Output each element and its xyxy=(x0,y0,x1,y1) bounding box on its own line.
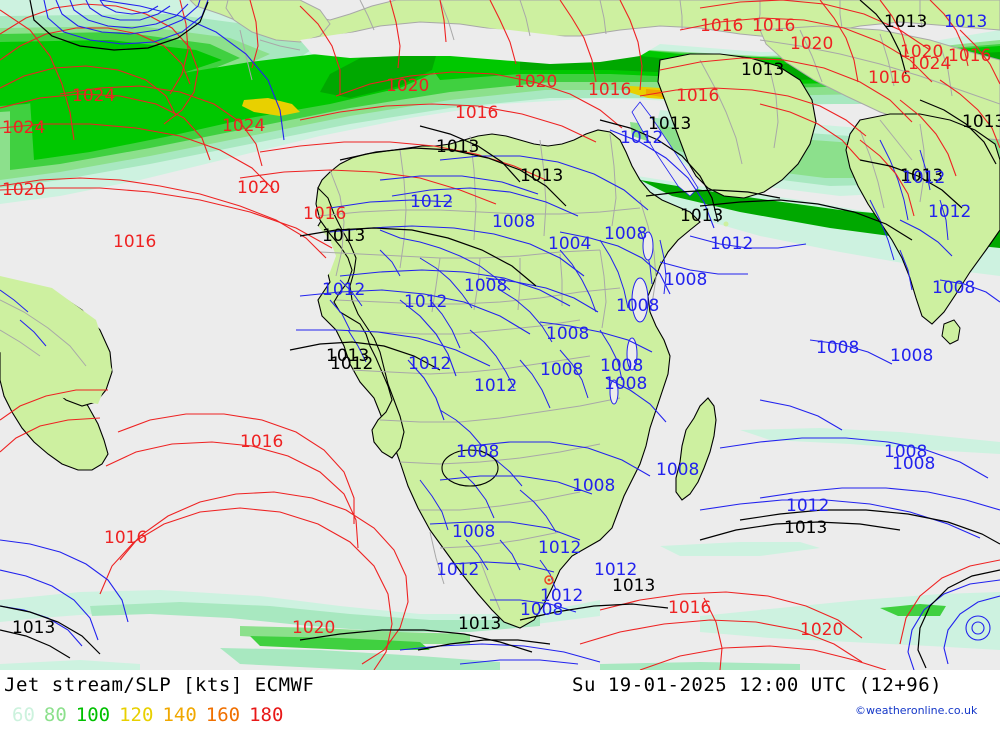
isobar-label: 1013 xyxy=(612,576,656,596)
isobar-label: 1013 xyxy=(784,518,828,538)
isobar-label: 1020 xyxy=(800,620,844,640)
isobar-label: 1016 xyxy=(303,204,347,224)
copyright-credit: ©weatheronline.co.uk xyxy=(855,704,978,717)
map-graphics xyxy=(0,0,1000,670)
isobar-label: 1008 xyxy=(572,476,616,496)
legend-stop-140: 140 xyxy=(162,704,197,726)
isobar-label: 1012 xyxy=(410,192,454,212)
isobar-label: 1016 xyxy=(752,16,796,36)
map-title: Jet stream/SLP [kts] ECMWF xyxy=(4,674,315,696)
map-footer: Jet stream/SLP [kts] ECMWF Su 19-01-2025… xyxy=(0,670,1000,733)
isobar-label: 1016 xyxy=(700,16,744,36)
isobar-label: 1008 xyxy=(816,338,860,358)
isobar-label: 1008 xyxy=(892,454,936,474)
isobar-label: 1016 xyxy=(455,103,499,123)
isobar-label: 1013 xyxy=(326,346,370,366)
isobar-label: 1012 xyxy=(786,496,830,516)
isobar-label: 1020 xyxy=(514,72,558,92)
isobar-label: 1012 xyxy=(902,168,946,188)
isobar-label: 1016 xyxy=(868,68,912,88)
isobar-label: 1008 xyxy=(600,356,644,376)
isobar-label: 1020 xyxy=(790,34,834,54)
isobar-label: 1008 xyxy=(464,276,508,296)
isobars-high xyxy=(0,0,1000,670)
isobar-label: 1012 xyxy=(540,586,584,606)
isobar-label: 1012 xyxy=(404,292,448,312)
isobar-label: 1004 xyxy=(548,234,592,254)
isobar-label: 1016 xyxy=(588,80,632,100)
isobar-label: 1008 xyxy=(492,212,536,232)
legend-stop-180: 180 xyxy=(249,704,284,726)
isobar-label: 1012 xyxy=(330,354,374,374)
mediterranean-sea xyxy=(300,26,660,64)
isobars-low xyxy=(0,0,1000,670)
isobar-label: 1013 xyxy=(12,618,56,638)
jet-speed-legend: 60 80 100 120 140 160 180 xyxy=(12,702,283,728)
landmasses xyxy=(0,0,1000,629)
isobar-label: 1008 xyxy=(452,522,496,542)
isobar-label: 1013 xyxy=(520,166,564,186)
isobar-label: 1013 xyxy=(900,166,944,186)
isobar-label: 1020 xyxy=(900,42,944,62)
isobar-label: 1012 xyxy=(594,560,638,580)
isobar-label: 1012 xyxy=(436,560,480,580)
isobar-label: 1008 xyxy=(546,324,590,344)
legend-stop-120: 120 xyxy=(119,704,154,726)
isobar-label: 1024 xyxy=(222,116,266,136)
isobar-label: 1013 xyxy=(680,206,724,226)
isobar-label: 1008 xyxy=(520,600,564,620)
isobar-label: 1013 xyxy=(648,114,692,134)
isobar-label: 1008 xyxy=(890,346,934,366)
isobar-label: 1008 xyxy=(656,460,700,480)
isobar-label: 1013 xyxy=(741,60,785,80)
arabian-peninsula xyxy=(657,53,817,199)
india-landmass xyxy=(845,113,1000,325)
isobar-label: 1013 xyxy=(944,12,988,32)
isobar-label: 1016 xyxy=(113,232,157,252)
isobar-label: 1013 xyxy=(322,226,366,246)
isobar-label: 1008 xyxy=(604,224,648,244)
station-markers xyxy=(544,575,554,585)
isobar-label: 1024 xyxy=(72,86,116,106)
isobar-label: 1024 xyxy=(2,118,46,138)
madagascar xyxy=(675,397,717,501)
isobar-label: 1013 xyxy=(458,614,502,634)
isobar-label: 1020 xyxy=(386,76,430,96)
forecast-valid-time: Su 19-01-2025 12:00 UTC (12+96) xyxy=(572,674,943,696)
isobar-label: 1012 xyxy=(620,128,664,148)
isobar-label: 1012 xyxy=(322,280,366,300)
legend-stop-60: 60 xyxy=(12,704,35,726)
isobar-label: 1024 xyxy=(908,54,952,74)
isobar-label: 1013 xyxy=(962,112,1000,132)
isobar-label: 1008 xyxy=(540,360,584,380)
isobar-label: 1016 xyxy=(104,528,148,548)
isobars-standard xyxy=(0,0,1000,669)
isobar-label: 1020 xyxy=(292,618,336,638)
legend-stop-160: 160 xyxy=(205,704,241,726)
isobar-label: 1012 xyxy=(710,234,754,254)
isobar-label: 1008 xyxy=(932,278,976,298)
isobar-label: 1008 xyxy=(664,270,708,290)
isobar-label: 1012 xyxy=(928,202,972,222)
map-canvas[interactable]: 1024 1024 1024 1020 1020 1016 1016 1020 1020 1016… xyxy=(0,0,1000,670)
isobar-label: 1013 xyxy=(884,12,928,32)
isobar-label: 1008 xyxy=(616,296,660,316)
isobar-label: 1008 xyxy=(604,374,648,394)
isobar-label: 1016 xyxy=(948,46,992,66)
legend-stop-80: 80 xyxy=(43,704,67,726)
isobar-label: 1020 xyxy=(2,180,46,200)
isobar-label: 1008 xyxy=(456,442,500,462)
isobar-label: 1012 xyxy=(538,538,582,558)
isobar-label: 1008 xyxy=(884,442,928,462)
isobar-label: 1012 xyxy=(474,376,518,396)
isobar-label: 1016 xyxy=(240,432,284,452)
isobar-label: 1016 xyxy=(676,86,720,106)
isobar-label: 1013 xyxy=(436,137,480,157)
isobar-label: 1020 xyxy=(237,178,281,198)
isobar-label: 1012 xyxy=(408,354,452,374)
rivers-lakes xyxy=(0,139,949,591)
legend-stop-100: 100 xyxy=(75,704,111,726)
isobar-label: 1016 xyxy=(668,598,712,618)
